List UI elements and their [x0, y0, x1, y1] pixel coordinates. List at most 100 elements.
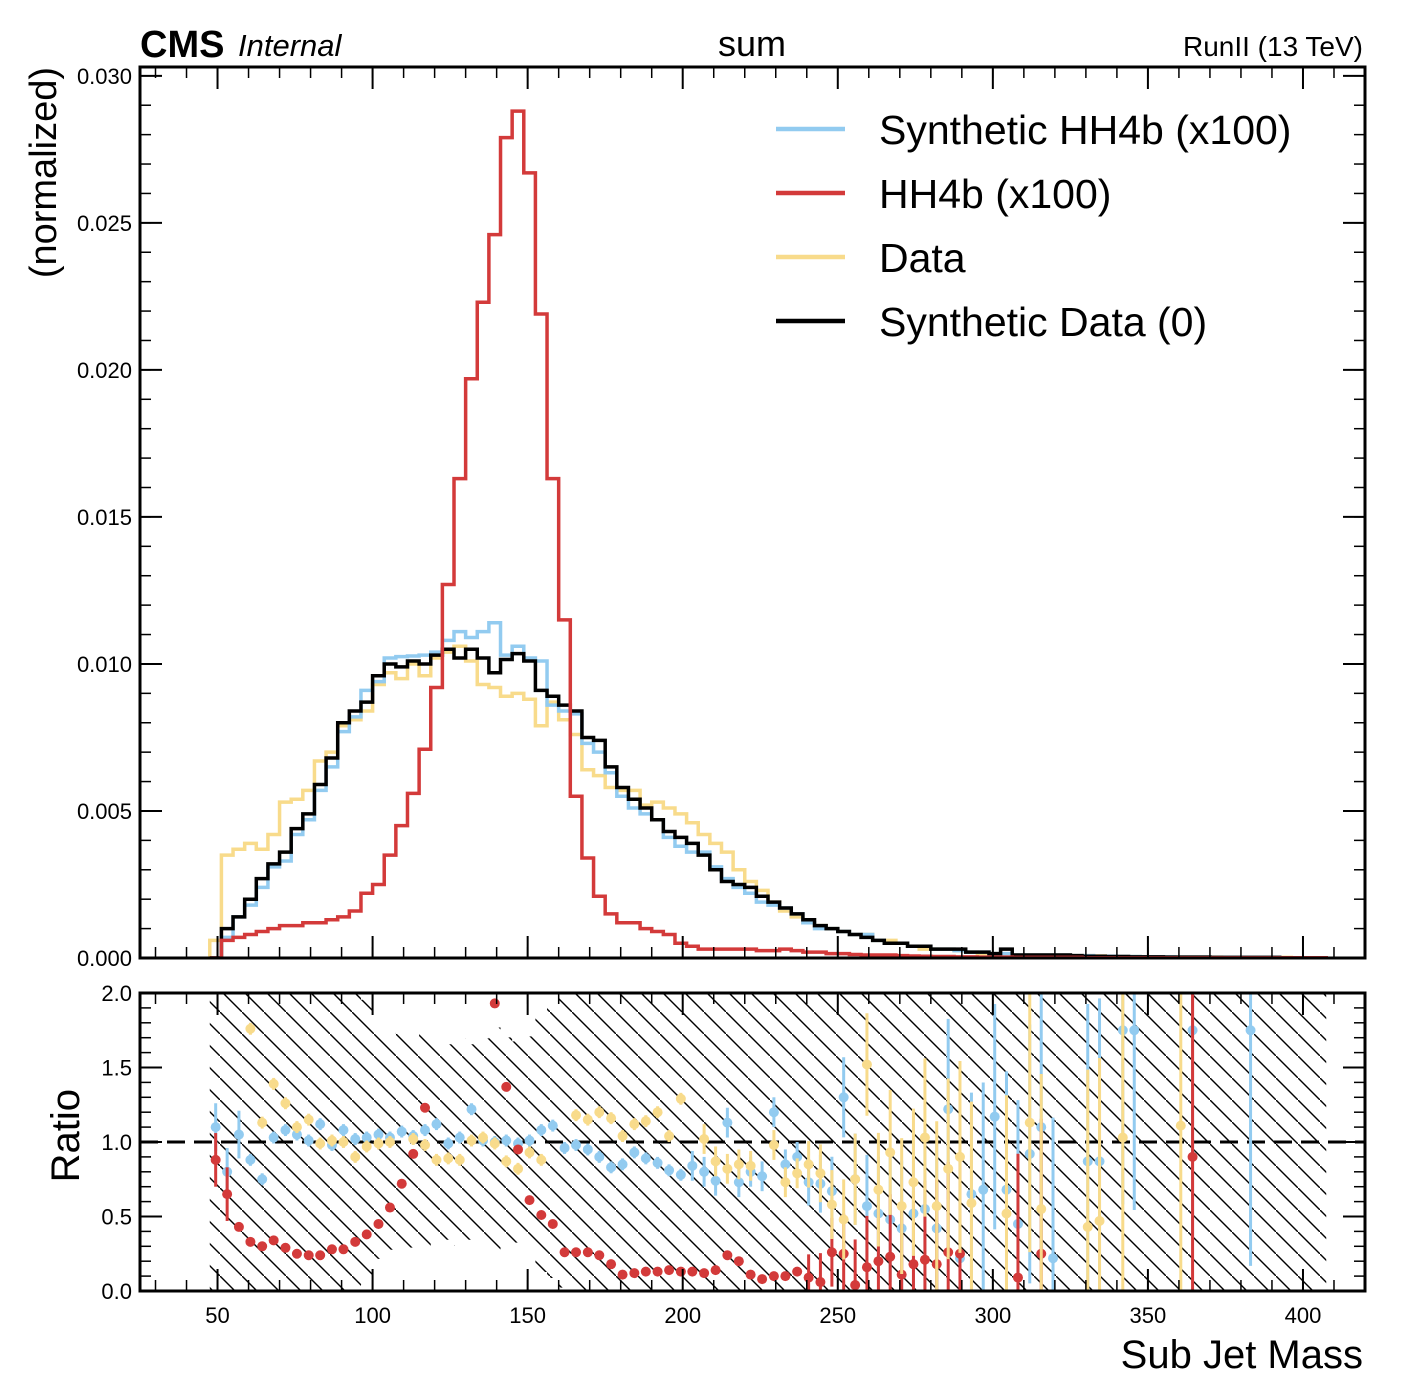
- ratio-point-data: [745, 1160, 756, 1171]
- ratio-point-data: [315, 1138, 326, 1149]
- ratio-point-data: [815, 1168, 826, 1179]
- y-tick-label: 0.030: [77, 64, 132, 89]
- ratio-point-hh4b-x100: [222, 1189, 233, 1200]
- ratio-point-hh4b-x100: [850, 1280, 861, 1291]
- ratio-point-hh4b-x100: [617, 1269, 628, 1280]
- ratio-points-layer: [210, 993, 1256, 1291]
- ratio-point-hh4b-x100: [699, 1268, 710, 1279]
- ratio-point-data: [443, 1153, 454, 1164]
- ratio-point-hh4b-x100: [280, 1242, 291, 1253]
- ratio-point-hh4b-x100: [919, 1254, 930, 1265]
- ratio-point-hh4b-x100: [826, 1247, 837, 1258]
- ratio-point-data: [873, 1184, 884, 1195]
- ratio-point-hh4b-x100: [1012, 1272, 1023, 1283]
- x-tick-label: 250: [819, 1303, 856, 1328]
- ratio-point-data: [454, 1154, 465, 1165]
- ratio-point-synthetic-hh4b-x100: [675, 1169, 686, 1180]
- ratio-point-data: [478, 1132, 488, 1143]
- ratio-point-hh4b-x100: [815, 1277, 826, 1288]
- ratio-point-data: [652, 1107, 663, 1118]
- ratio-point-synthetic-hh4b-x100: [582, 1144, 593, 1155]
- y-tick-label: 0.000: [77, 946, 132, 971]
- ratio-point-hh4b-x100: [1187, 1151, 1198, 1162]
- ratio-point-data: [838, 1214, 849, 1225]
- ratio-point-data: [896, 1201, 907, 1212]
- ratio-point-synthetic-hh4b-x100: [257, 1174, 268, 1185]
- ratio-point-hh4b-x100: [291, 1248, 302, 1259]
- ratio-panel: 0.0 0.5 1.0 1.5 2.0 50 100 150 200 250 300 350 400 R…: [44, 981, 1367, 1377]
- ratio-point-data: [280, 1098, 291, 1109]
- ratio-point-synthetic-hh4b-x100: [361, 1132, 372, 1143]
- ratio-point-hh4b-x100: [559, 1247, 570, 1258]
- ratio-point-hh4b-x100: [954, 1248, 965, 1259]
- ratio-point-data: [303, 1114, 314, 1125]
- legend: Synthetic HH4b (x100) HH4b (x100) Data Synt…: [776, 107, 1291, 345]
- ratio-point-hh4b-x100: [873, 1256, 884, 1267]
- main-panel: 0.000 0.005 0.010 0.015 0.020 0.025 0.030 (nor…: [23, 64, 1367, 971]
- ratio-point-hh4b-x100: [664, 1265, 675, 1276]
- ratio-point-hh4b-x100: [885, 1251, 896, 1262]
- y-tick-label: 0.020: [77, 358, 132, 383]
- y-tick-label: 0.005: [77, 799, 132, 824]
- ratio-point-hh4b-x100: [396, 1178, 407, 1189]
- x-axis-label: Sub Jet Mass: [1121, 1333, 1363, 1377]
- ratio-y-tick-label: 2.0: [101, 981, 132, 1006]
- ratio-point-hh4b-x100: [338, 1244, 349, 1255]
- ratio-point-synthetic-hh4b-x100: [1048, 1253, 1059, 1264]
- ratio-point-data: [722, 1163, 733, 1174]
- ratio-point-data: [710, 1156, 721, 1167]
- ratio-point-data: [850, 1174, 861, 1185]
- ratio-point-data: [826, 1199, 837, 1210]
- x-tick-label: 100: [354, 1303, 391, 1328]
- ratio-point-synthetic-hh4b-x100: [978, 1184, 989, 1195]
- ratio-point-synthetic-hh4b-x100: [338, 1125, 349, 1136]
- ratio-point-data: [908, 1177, 919, 1188]
- ratio-point-data: [501, 1156, 512, 1167]
- main-axis-ticks: 0.000 0.005 0.010 0.015 0.020 0.025 0.030: [77, 64, 1366, 971]
- ratio-point-data: [1117, 1132, 1128, 1143]
- ratio-point-synthetic-hh4b-x100: [687, 1160, 698, 1171]
- ratio-point-hh4b-x100: [373, 1218, 384, 1229]
- ratio-point-synthetic-hh4b-x100: [571, 1139, 582, 1150]
- ratio-axis-label: Ratio: [44, 1089, 88, 1182]
- ratio-axis-ticks: 0.0 0.5 1.0 1.5 2.0 50 100 150 200 250 300 350 400: [101, 981, 1366, 1328]
- ratio-point-synthetic-hh4b-x100: [792, 1151, 803, 1162]
- ratio-point-data: [257, 1117, 268, 1128]
- ratio-point-data: [780, 1177, 791, 1188]
- ratio-point-hh4b-x100: [361, 1229, 372, 1240]
- ratio-point-hh4b-x100: [594, 1250, 605, 1261]
- ratio-point-data: [1024, 1117, 1035, 1128]
- ratio-frame: [138, 991, 1367, 1293]
- uncertainty-band: [209, 993, 1327, 1291]
- ratio-point-hh4b-x100: [571, 1247, 582, 1258]
- ratio-point-synthetic-hh4b-x100: [594, 1151, 605, 1162]
- ratio-point-synthetic-hh4b-x100: [1129, 1025, 1140, 1036]
- ratio-point-synthetic-hh4b-x100: [280, 1125, 291, 1136]
- ratio-point-hh4b-x100: [710, 1265, 721, 1276]
- ratio-point-synthetic-hh4b-x100: [210, 1122, 221, 1133]
- ratio-point-hh4b-x100: [513, 1144, 524, 1155]
- ratio-point-hh4b-x100: [896, 1269, 907, 1280]
- ratio-point-data: [1094, 1215, 1105, 1226]
- ratio-point-hh4b-x100: [524, 1195, 535, 1206]
- ratio-point-data: [489, 1138, 500, 1149]
- ratio-point-data: [931, 1201, 942, 1212]
- ratio-point-data: [803, 1159, 814, 1170]
- ratio-point-synthetic-hh4b-x100: [524, 1135, 535, 1146]
- ratio-point-hh4b-x100: [675, 1266, 686, 1277]
- ratio-point-data: [861, 1059, 872, 1070]
- hist-synthetic-data-0: [209, 647, 1328, 958]
- ratio-point-data: [326, 1135, 337, 1146]
- ratio-point-data: [1082, 1221, 1093, 1232]
- status-label: Internal: [238, 28, 343, 63]
- x-tick-label: 200: [664, 1303, 701, 1328]
- main-series-layer: [208, 109, 1328, 958]
- chart-title: sum: [718, 23, 786, 64]
- main-frame: [138, 65, 1367, 960]
- ratio-point-data: [1175, 1120, 1186, 1131]
- ratio-point-synthetic-hh4b-x100: [536, 1125, 547, 1136]
- ratio-point-data: [384, 1137, 395, 1147]
- ratio-point-synthetic-hh4b-x100: [443, 1138, 454, 1149]
- y-axis-label: (normalized): [23, 67, 65, 278]
- ratio-point-hh4b-x100: [501, 1081, 512, 1092]
